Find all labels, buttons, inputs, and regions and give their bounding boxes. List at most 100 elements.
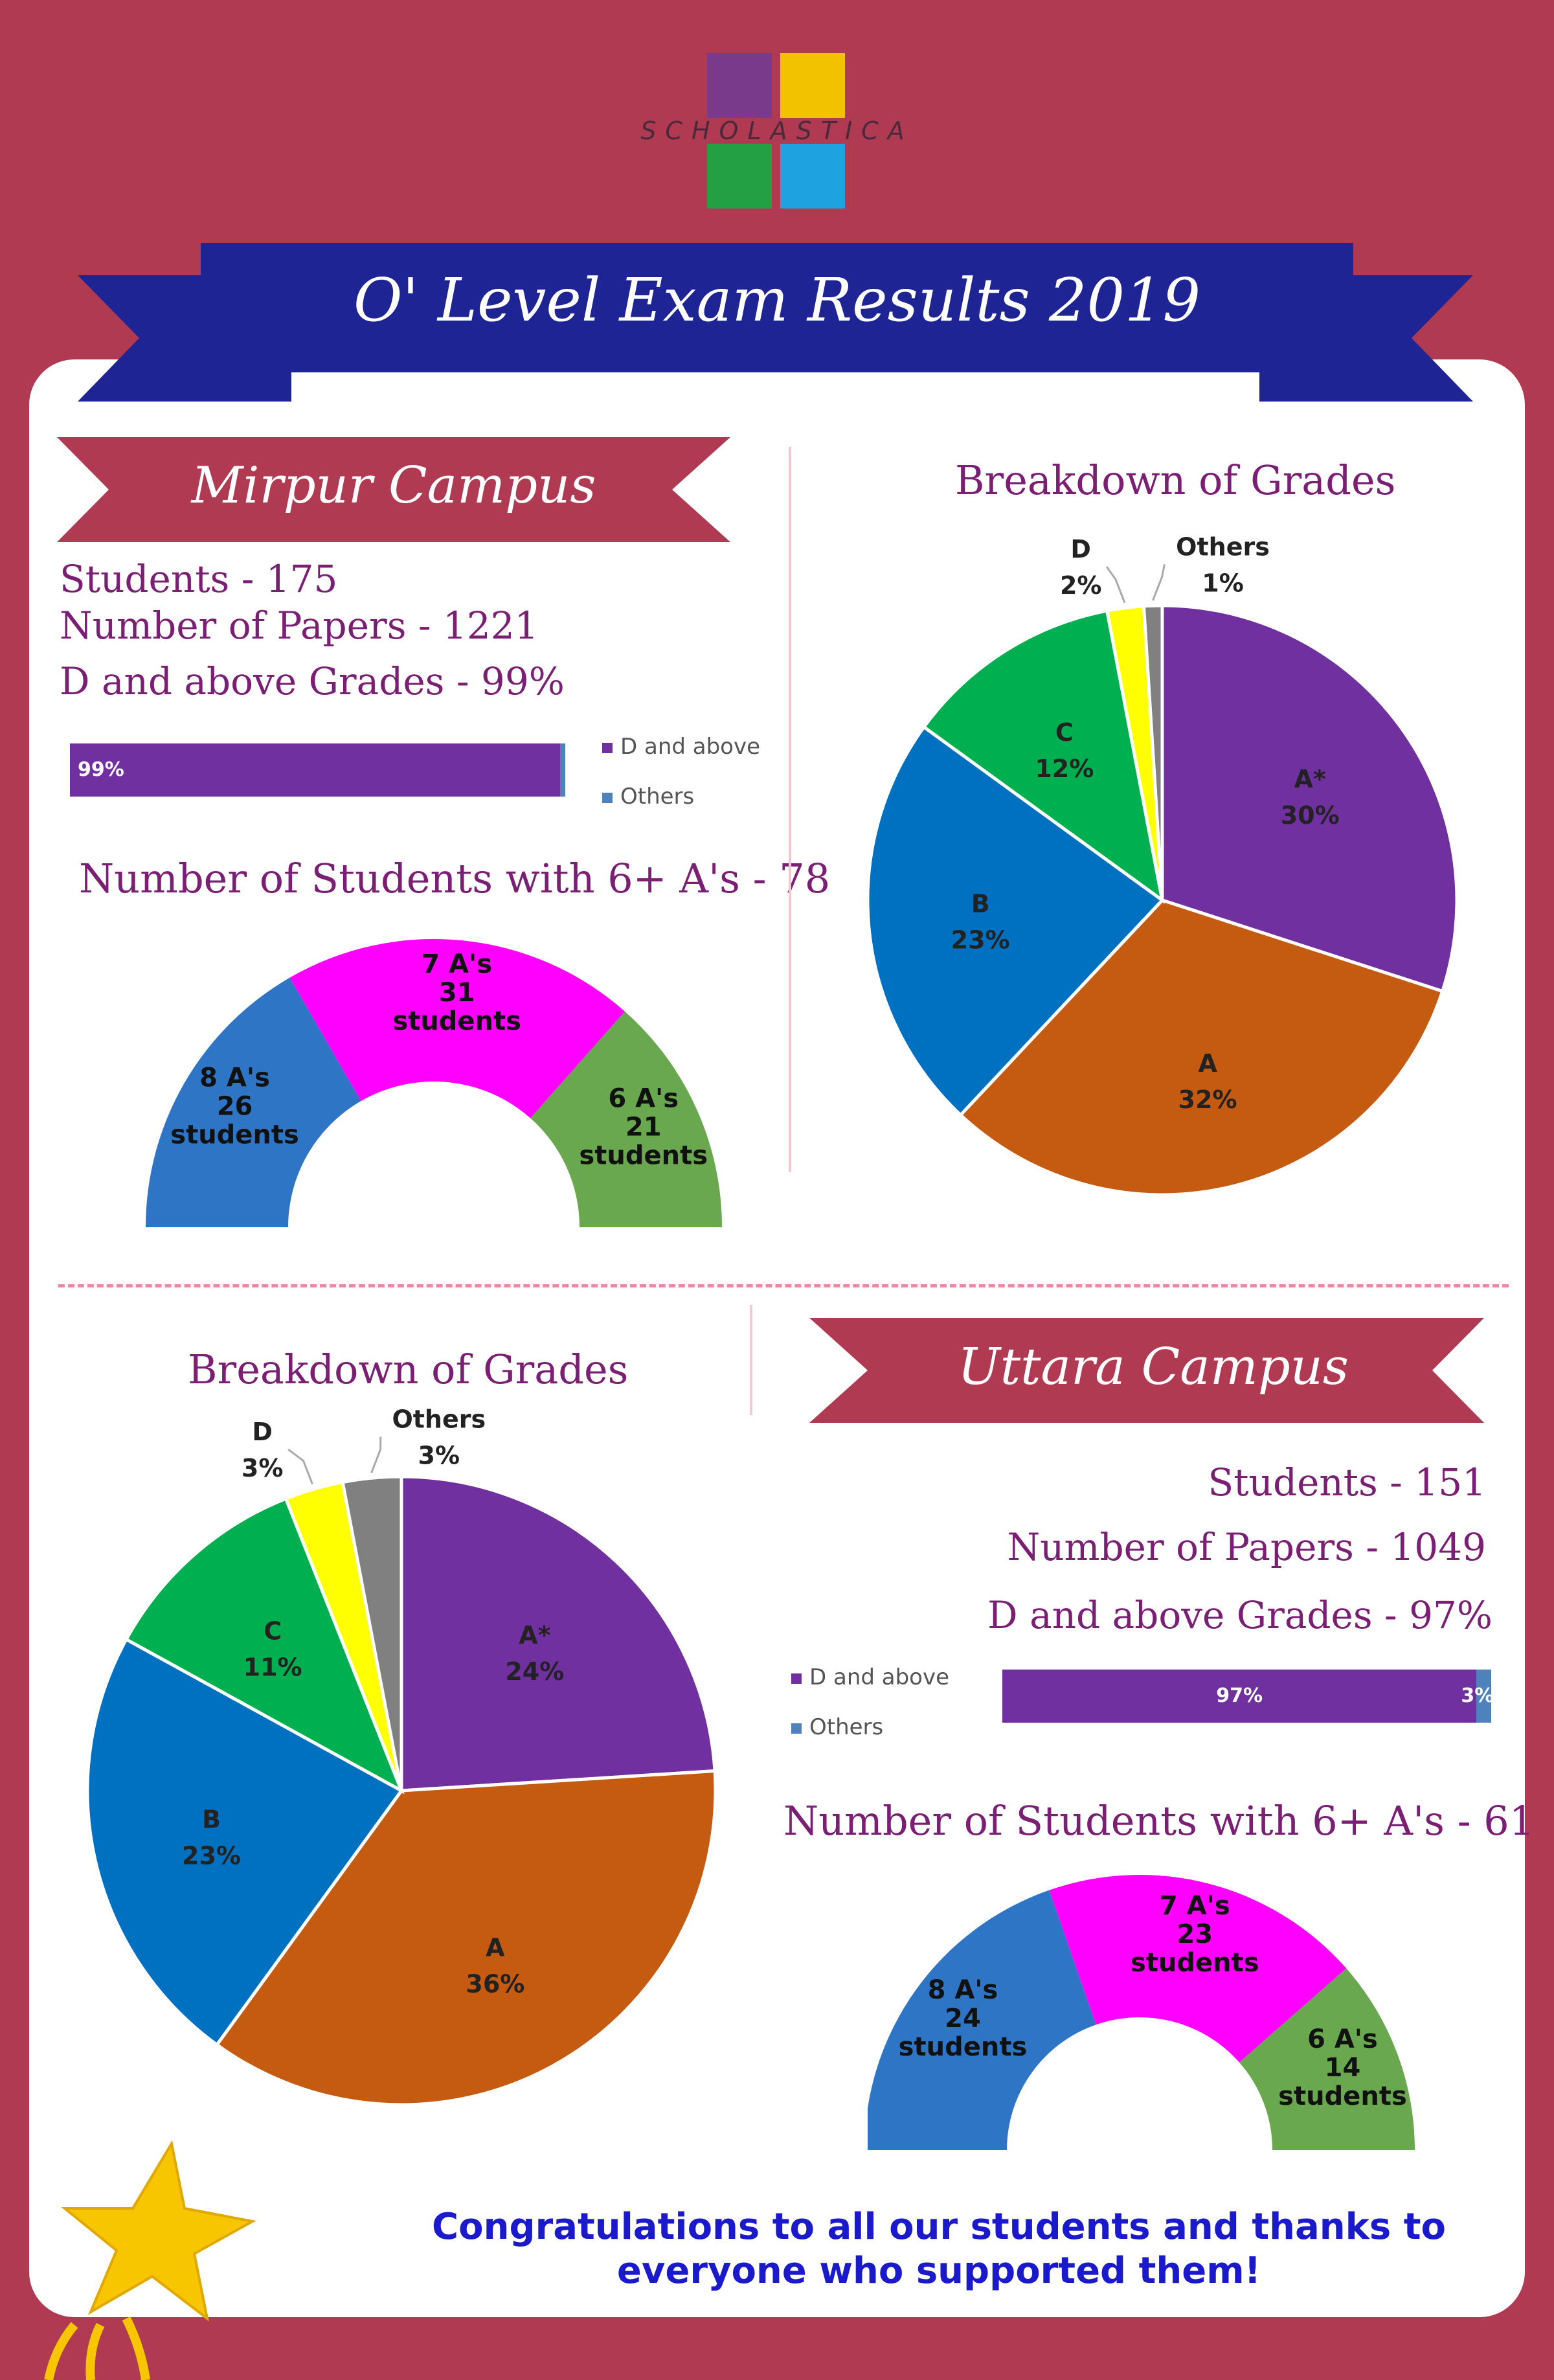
donut-label-7-a-s-2: students: [392, 1006, 521, 1036]
logo-square-blue: [780, 144, 845, 209]
donut-label-8-a-s-0: 8 A's: [928, 1975, 998, 2005]
pie-slice-others: [1142, 604, 1164, 901]
pie-label-c: C: [264, 1616, 282, 1645]
pie-percent-b: 23%: [182, 1842, 241, 1870]
uttara-bar-chart: 97% 3%: [1002, 1670, 1494, 1723]
bar-segment-d-and-above: 99%: [70, 743, 561, 797]
leader-line-d: [1105, 566, 1126, 604]
pie-percent-a: 36%: [466, 1970, 524, 1999]
donut-slice-6-a-s: [530, 1011, 722, 1227]
donut-label-6-a-s-0: 6 A's: [1307, 2024, 1378, 2054]
congratulations-message: Congratulations to all our students and …: [432, 2206, 1446, 2292]
leader-line-d: [287, 1448, 313, 1485]
logo-text: SCHOLASTICA: [640, 117, 914, 145]
uttara-d-above: D and above Grades - 97%: [987, 1593, 1492, 1637]
pie-slice-b: [85, 1637, 404, 2047]
donut-slice-7-a-s: [1049, 1875, 1347, 2063]
pie-percent-others: 3%: [418, 1441, 460, 1469]
donut-slice-8-a-s: [868, 1890, 1096, 2150]
pie-label-a-star: A*: [1294, 765, 1326, 793]
pie-percent-a-star: 24%: [505, 1657, 564, 1686]
uttara-papers: Number of Papers - 1049: [1007, 1525, 1486, 1569]
pie-percent-d: 3%: [242, 1454, 284, 1482]
divider-dashed: [58, 1284, 1509, 1287]
divider-vertical-bottom: [750, 1305, 752, 1415]
donut-label-8-a-s-1: 24: [945, 2004, 981, 2034]
pie-slice-a-star: [1160, 604, 1459, 993]
pie-slice-others: [341, 1475, 403, 1791]
pie-slice-a: [958, 898, 1445, 1197]
uttara-six-a-title: Number of Students with 6+ A's - 61: [783, 1797, 1535, 1844]
donut-slice-6-a-s: [1239, 1968, 1415, 2150]
leader-line-others: [370, 1436, 382, 1473]
donut-label-6-a-s-1: 14: [1325, 2053, 1361, 2083]
mirpur-ribbon-label: Mirpur Campus: [191, 457, 596, 515]
page-title: O' Level Exam Results 2019: [353, 266, 1201, 335]
mirpur-ribbon: [57, 437, 730, 542]
logo-square-green: [707, 144, 772, 209]
mirpur-grades-title: Breakdown of Grades: [955, 457, 1396, 504]
uttara-grades-title: Breakdown of Grades: [188, 1346, 629, 1393]
pie-label-a-star: A*: [519, 1621, 550, 1649]
pie-percent-a-star: 30%: [1281, 801, 1340, 830]
legend-d-and-above: D and above: [791, 1664, 949, 1690]
uttara-ribbon: [809, 1318, 1484, 1423]
donut-label-8-a-s-0: 8 A's: [199, 1063, 270, 1093]
bar-segment-others: 1%: [560, 743, 600, 797]
mirpur-d-above: D and above Grades - 99%: [60, 659, 565, 703]
pie-label-b: B: [971, 890, 990, 918]
donut-slice-7-a-s: [289, 939, 625, 1118]
donut-label-8-a-s-2: students: [170, 1120, 299, 1150]
donut-label-6-a-s-2: students: [1278, 2081, 1407, 2111]
donut-label-8-a-s-2: students: [899, 2032, 1028, 2062]
mirpur-six-a-title: Number of Students with 6+ A's - 78: [79, 855, 831, 902]
mirpur-bar-chart: 99% 1%: [70, 743, 600, 797]
leader-line-others: [1152, 563, 1166, 601]
donut-label-7-a-s-1: 23: [1177, 1920, 1213, 1949]
pie-label-others: Others: [1176, 532, 1270, 561]
legend-others: Others: [791, 1714, 883, 1740]
donut-label-7-a-s-0: 7 A's: [1160, 1891, 1230, 1921]
donut-label-8-a-s-1: 26: [217, 1092, 253, 1122]
donut-label-6-a-s-0: 6 A's: [608, 1083, 679, 1113]
pie-percent-c: 11%: [243, 1653, 302, 1681]
logo-square-yellow: [780, 53, 845, 118]
pie-slice-a-star: [400, 1475, 717, 1793]
pie-percent-a: 32%: [1178, 1085, 1237, 1114]
mirpur-students: Students - 175: [60, 557, 338, 601]
pie-label-d: D: [1070, 535, 1091, 563]
pie-label-a: A: [1198, 1049, 1217, 1078]
pie-slice-c: [921, 609, 1165, 904]
pie-slice-c: [124, 1496, 405, 1795]
star-icon: [44, 2140, 256, 2380]
mirpur-pie-chart: A* 30% A 32% B 23% C 12% D 2% Others 1%: [866, 532, 1459, 1197]
pie-label-others: Others: [392, 1405, 486, 1433]
pie-label-c: C: [1055, 718, 1074, 747]
pie-percent-others: 1%: [1202, 569, 1244, 597]
pie-label-a: A: [486, 1934, 505, 1962]
uttara-students: Students - 151: [1208, 1460, 1486, 1504]
mirpur-papers: Number of Papers - 1221: [60, 604, 539, 648]
pie-percent-c: 12%: [1035, 754, 1094, 783]
legend-others: Others: [602, 784, 694, 810]
donut-slice-8-a-s: [146, 977, 361, 1227]
bar-segment-others: 3%: [1461, 1670, 1494, 1723]
divider-vertical-top: [789, 447, 791, 1172]
pie-percent-b: 23%: [951, 926, 1010, 955]
pie-slice-b: [866, 725, 1165, 1118]
logo-square-purple: [707, 53, 772, 118]
bar-segment-d-and-above: 97%: [1002, 1670, 1477, 1723]
donut-label-7-a-s-0: 7 A's: [422, 949, 492, 979]
title-banner: [201, 243, 1353, 372]
pie-percent-d: 2%: [1060, 571, 1102, 600]
donut-label-7-a-s-2: students: [1131, 1948, 1259, 1978]
donut-label-6-a-s-1: 21: [625, 1112, 662, 1142]
uttara-pie-chart: A* 24% A 36% B 23% C 11% D 3% Others 3%: [85, 1405, 717, 2107]
uttara-ribbon-label: Uttara Campus: [958, 1338, 1349, 1396]
legend-d-and-above: D and above: [602, 734, 760, 760]
pie-label-b: B: [202, 1806, 221, 1834]
pie-slice-a: [214, 1769, 717, 2107]
pie-label-d: D: [252, 1418, 273, 1446]
